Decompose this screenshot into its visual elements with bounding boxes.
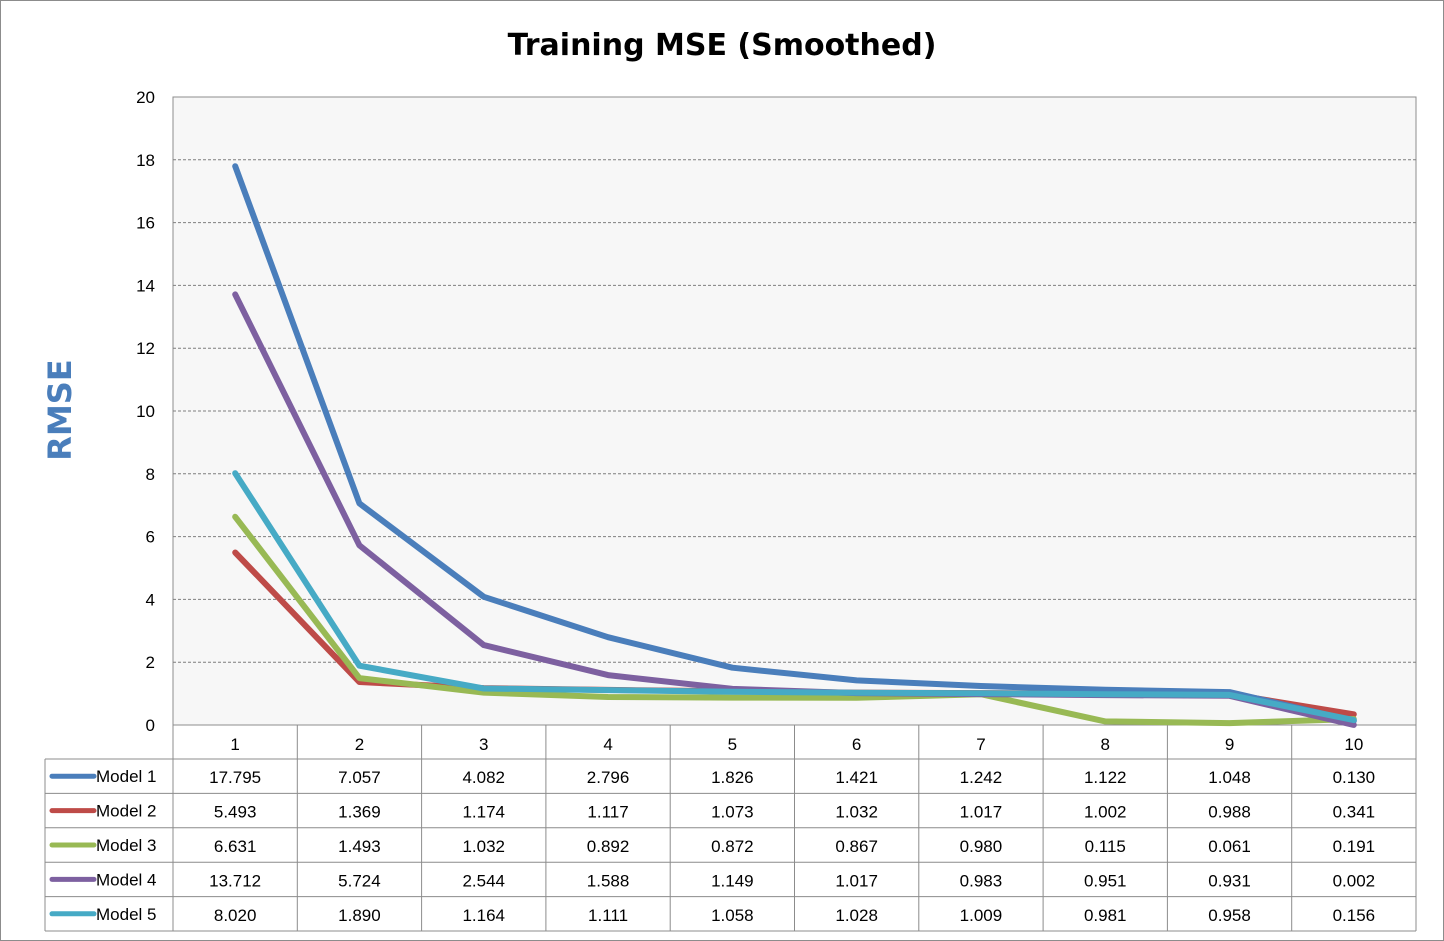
table-cell: 17.795 [209,768,261,787]
series-line [232,163,1357,724]
x-tick-label: 6 [852,735,861,754]
grid-lines [173,159,1416,663]
table-cell: 1.369 [338,803,381,822]
y-tick-label: 2 [146,653,155,672]
x-tick-label: 10 [1344,735,1363,754]
table-cell: 1.149 [711,871,754,890]
table-cell: 7.057 [338,768,381,787]
legend-label: Model 1 [96,767,156,786]
table-cell: 1.174 [462,803,505,822]
data-table: 1 2 3 4 5 6 7 8 9 10 Model 1 17.795 7.057 4.082 2.796 1… [44,725,1417,932]
y-tick-label: 4 [146,590,155,609]
table-cell: 1.493 [338,837,381,856]
table-cell: 0.931 [1208,871,1251,890]
table-cell: 0.341 [1333,803,1376,822]
x-tick-label: 7 [976,735,985,754]
table-cell: 1.048 [1208,768,1251,787]
table-cell: 0.892 [587,837,630,856]
y-axis-ticks: 0 2 4 6 8 10 12 14 16 18 20 [136,88,155,735]
table-cell: 0.980 [960,837,1003,856]
table-cell: 0.061 [1208,837,1251,856]
table-cell: 0.988 [1208,803,1251,822]
x-tick-label: 9 [1225,735,1234,754]
y-tick-label: 6 [146,528,155,547]
table-cell: 2.544 [462,871,505,890]
series-line [232,513,1357,727]
table-cell: 0.983 [960,871,1003,890]
chart-title: Training MSE (Smoothed) [507,28,937,63]
table-cell: 6.631 [214,837,257,856]
table-cell: 1.242 [960,768,1003,787]
table-cell: 1.111 [588,906,628,925]
table-cell: 0.867 [835,837,878,856]
y-tick-label: 0 [146,716,155,735]
table-cell: 0.002 [1333,871,1376,890]
table-cell: 1.017 [960,803,1003,822]
series-lines [232,163,1357,728]
legend-label: Model 3 [96,836,156,855]
y-tick-label: 18 [136,151,155,170]
legend-label: Model 2 [96,802,156,821]
table-cell: 13.712 [209,871,261,890]
x-tick-label: 2 [355,735,364,754]
table-cell: 1.017 [835,871,878,890]
x-tick-label: 8 [1101,735,1110,754]
table-cell: 1.826 [711,768,754,787]
table-cell: 1.073 [711,803,754,822]
table-cell: 1.588 [587,871,630,890]
table-cell: 2.796 [587,768,630,787]
table-cell: 0.951 [1084,871,1127,890]
table-cell: 0.115 [1085,837,1126,856]
table-cell: 4.082 [462,768,505,787]
table-cell: 1.032 [462,837,505,856]
x-tick-label: 4 [603,735,612,754]
table-cell: 1.058 [711,906,754,925]
table-cell: 1.122 [1084,768,1127,787]
table-cell: 1.890 [338,906,381,925]
table-cell: 8.020 [214,906,257,925]
y-tick-label: 10 [136,402,155,421]
x-tick-label: 1 [230,735,239,754]
legend-label: Model 4 [96,870,156,889]
table-cell: 0.872 [711,837,754,856]
table-cell: 1.117 [587,803,628,822]
series-line [232,470,1357,724]
table-cell: 1.421 [835,768,878,787]
x-tick-label: 5 [728,735,737,754]
y-tick-label: 12 [136,339,155,358]
y-tick-label: 14 [136,276,155,295]
table-cell: 5.493 [214,803,257,822]
table-cell: 0.130 [1333,768,1376,787]
table-cell: 0.958 [1208,906,1251,925]
table-cell: 0.156 [1333,906,1376,925]
x-tick-label: 3 [479,735,488,754]
table-cell: 0.191 [1333,837,1376,856]
table-cell: 1.002 [1084,803,1127,822]
table-cell: 1.009 [960,906,1003,925]
y-tick-label: 8 [146,465,155,484]
table-cell: 1.028 [835,906,878,925]
table-cell: 5.724 [338,871,381,890]
table-cell: 1.032 [835,803,878,822]
table-cell: 1.164 [462,906,505,925]
y-tick-label: 16 [136,214,155,233]
legend-label: Model 5 [96,905,156,924]
table-cell: 0.981 [1084,906,1127,925]
y-tick-label: 20 [136,88,155,107]
